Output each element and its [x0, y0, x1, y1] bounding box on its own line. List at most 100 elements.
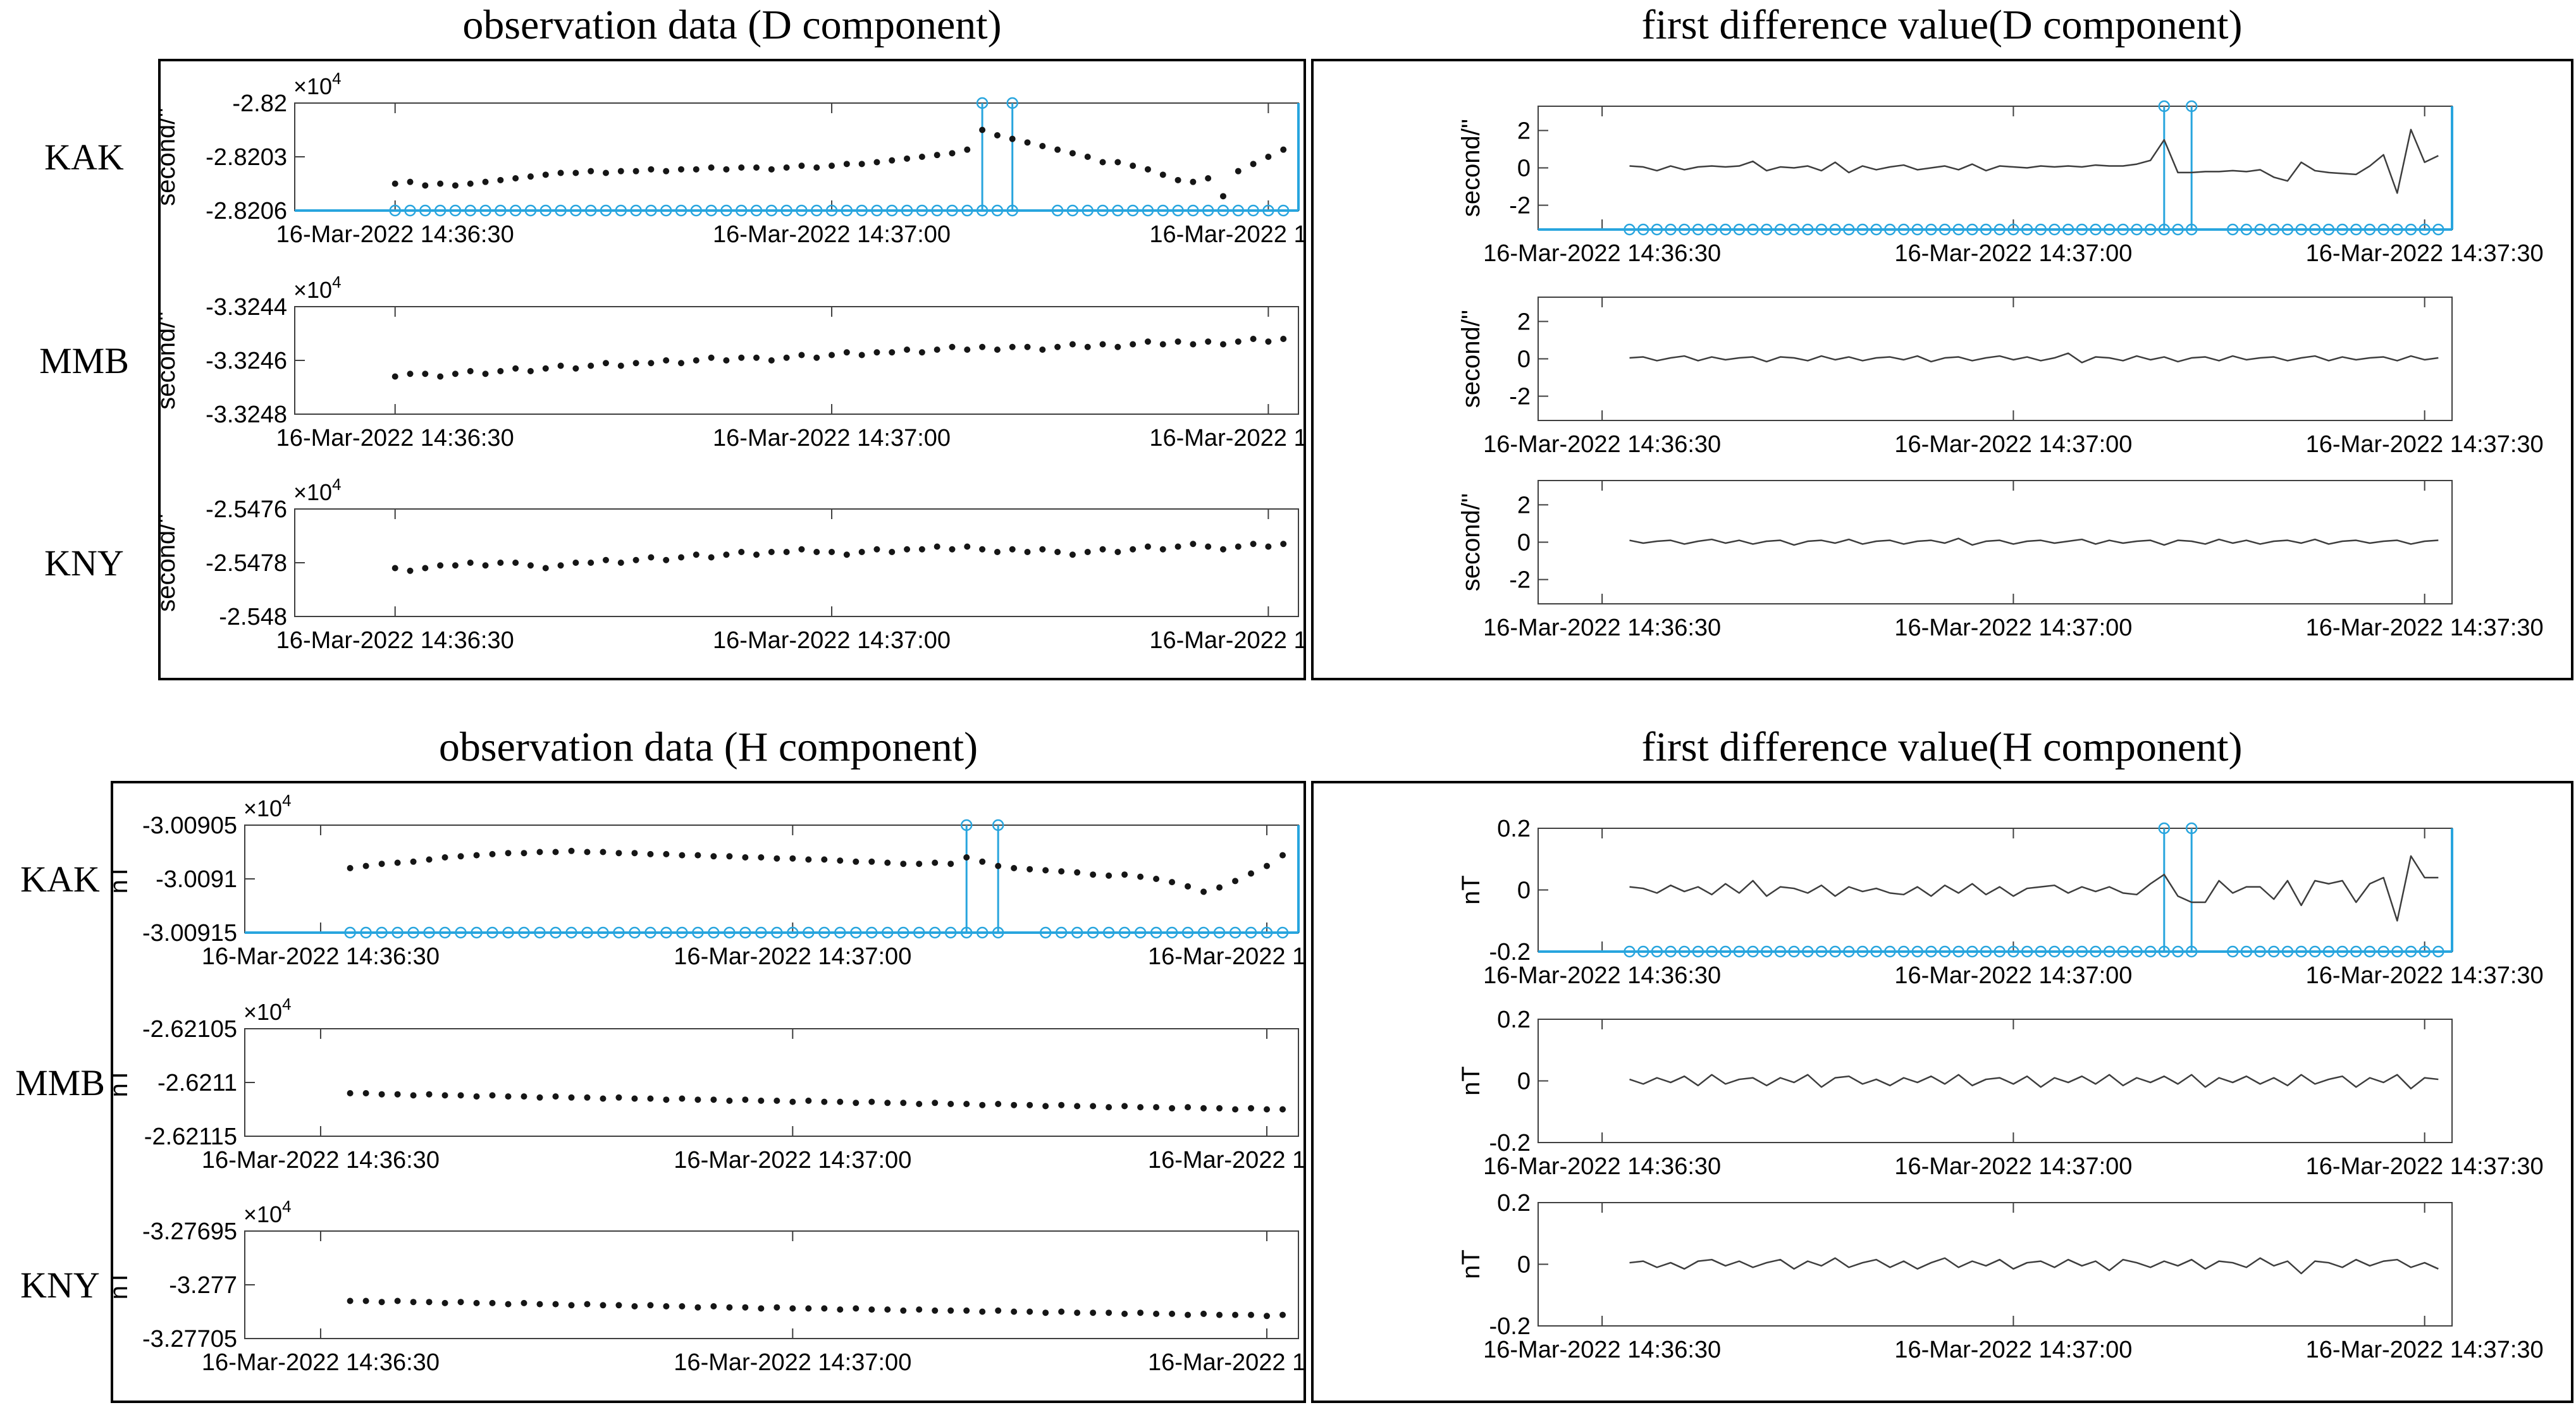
- detection-marker: [720, 204, 732, 217]
- detection-marker: [404, 204, 416, 217]
- data-dot: [1024, 139, 1031, 146]
- detection-marker: [486, 926, 498, 939]
- y-tick-label: -2.62105: [142, 1016, 237, 1043]
- detection-marker: [2103, 945, 2116, 958]
- y-tick-label: 0.2: [1497, 1190, 1531, 1217]
- x-tick-label: 16-Mar-2022 14:36:30: [202, 1349, 440, 1376]
- detection-marker: [2391, 945, 2403, 958]
- data-dot: [1185, 883, 1192, 890]
- data-dot: [536, 849, 543, 855]
- data-dot: [964, 146, 971, 153]
- data-dot: [947, 1101, 954, 1107]
- data-dot: [1090, 1309, 1097, 1316]
- detection-marker: [434, 204, 447, 217]
- data-dot: [536, 1301, 543, 1308]
- data-dot: [1264, 1313, 1271, 1320]
- detection-marker: [991, 204, 1004, 217]
- data-dot: [994, 132, 1001, 138]
- data-dot: [600, 1302, 607, 1309]
- data-dot: [1114, 343, 1121, 350]
- y-tick-label: -3.00915: [142, 920, 237, 947]
- station-label-mmb-d: MMB: [39, 340, 129, 381]
- data-dot: [1169, 1105, 1176, 1112]
- data-dot: [1159, 546, 1166, 553]
- data-dot: [979, 126, 986, 133]
- detection-marker: [2363, 945, 2376, 958]
- detection-marker: [2295, 945, 2307, 958]
- detection-marker: [2144, 223, 2157, 236]
- detection-marker: [708, 926, 720, 939]
- data-dot: [821, 1098, 828, 1105]
- data-dot: [889, 549, 896, 555]
- data-dot: [1106, 1104, 1112, 1111]
- data-dot: [631, 1095, 638, 1102]
- y-tick-label: -3.3248: [206, 402, 287, 428]
- detection-marker: [871, 204, 883, 217]
- data-dot: [837, 857, 844, 864]
- data-dot: [1159, 171, 1166, 178]
- data-dot: [457, 1092, 464, 1099]
- data-dot: [742, 854, 749, 861]
- data-dot: [497, 560, 504, 566]
- detection-marker: [550, 926, 562, 939]
- detection-marker: [1994, 223, 2006, 236]
- x-tick-label: 16-Mar-2022 14:36:30: [1483, 431, 1721, 458]
- data-dot: [1074, 1103, 1081, 1110]
- detection-marker: [1187, 204, 1199, 217]
- data-dot: [994, 346, 1001, 353]
- data-dot: [512, 560, 519, 566]
- detection-marker: [1952, 223, 1964, 236]
- data-dot: [963, 1307, 970, 1314]
- first-difference-h-chart: 16-Mar-2022 14:36:30 16-Mar-2022 14:37:00…: [1457, 816, 2544, 1363]
- data-dot: [631, 850, 638, 857]
- detection-marker: [1802, 945, 1814, 958]
- data-dot: [1144, 543, 1151, 550]
- data-dot: [710, 1096, 717, 1103]
- data-dot: [789, 1098, 796, 1105]
- detection-marker: [600, 204, 612, 217]
- detection-marker: [376, 926, 388, 939]
- data-dot: [853, 1100, 860, 1107]
- data-dot: [1069, 150, 1076, 157]
- data-dot: [1011, 1101, 1018, 1108]
- data-line: [1629, 855, 2439, 922]
- data-dot: [829, 549, 835, 555]
- data-dot: [542, 365, 549, 372]
- data-dot: [568, 1094, 575, 1101]
- data-dot: [584, 1094, 591, 1101]
- detection-marker: [1217, 204, 1229, 217]
- data-dot: [708, 554, 715, 561]
- data-dot: [572, 365, 579, 372]
- data-dot: [1185, 1104, 1192, 1111]
- data-dot: [1042, 867, 1049, 874]
- data-dot: [584, 1301, 591, 1308]
- x-tick-label: 16-Mar-2022 14:37:00: [1894, 240, 2132, 267]
- first-difference-value-h-component--kak: 16-Mar-2022 14:36:30 16-Mar-2022 14:37:00…: [1457, 816, 2544, 989]
- data-dot: [391, 565, 398, 572]
- detection-marker: [613, 926, 625, 939]
- data-dot: [647, 850, 654, 857]
- detection-marker: [615, 204, 627, 217]
- detection-marker: [1802, 223, 1814, 236]
- detection-marker: [644, 926, 656, 939]
- data-dot: [884, 1100, 891, 1107]
- detection-marker: [1774, 945, 1787, 958]
- data-dot: [964, 346, 971, 353]
- data-dot: [557, 562, 564, 569]
- detection-marker: [897, 926, 909, 939]
- detection-marker: [1870, 945, 1882, 958]
- observation-data-d-component--mmb: 16-Mar-2022 14:36:30 16-Mar-2022 14:37:00…: [161, 273, 1303, 451]
- data-dot: [600, 1095, 607, 1102]
- detection-marker: [1112, 204, 1124, 217]
- data-dot: [934, 152, 940, 159]
- data-dot: [602, 169, 609, 176]
- data-dot: [1174, 543, 1181, 550]
- detection-marker: [886, 204, 898, 217]
- data-dot: [617, 168, 624, 175]
- detection-marker: [1870, 223, 1882, 236]
- y-tick-label: -2.5478: [206, 550, 287, 577]
- data-dot: [467, 368, 474, 374]
- x-tick-label: 16-Mar-2022 14:37:00: [1894, 615, 2132, 641]
- data-dot: [726, 853, 733, 860]
- x-tick-label: 16-Mar-2022 14:36:30: [1483, 240, 1721, 267]
